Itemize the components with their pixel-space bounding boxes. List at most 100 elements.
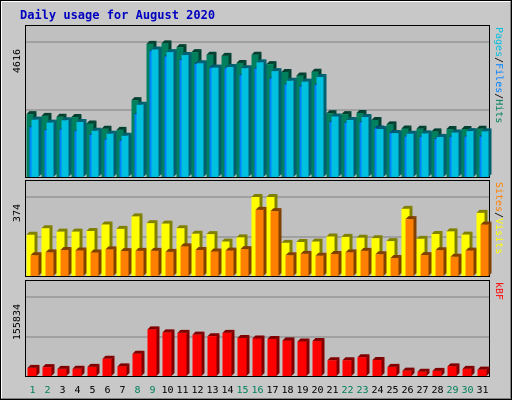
pages-bar (31, 116, 42, 177)
hits-panel-border (25, 25, 490, 178)
kbytes-bar (102, 355, 115, 376)
kbytes-legend-item: F (493, 294, 504, 300)
sites-bar (120, 248, 132, 276)
pages-bar (466, 128, 477, 177)
visits-legend-item: Sites (493, 182, 504, 212)
x-tick-label: 25 (386, 385, 398, 396)
x-tick-label: 6 (104, 385, 110, 396)
kbytes-bar (477, 366, 490, 376)
sites-bar (210, 248, 222, 276)
pages-bar (406, 130, 417, 177)
hits-legend-item: / (493, 57, 504, 63)
x-tick-label: 19 (296, 385, 308, 396)
sites-bar (420, 252, 432, 276)
pages-bar (166, 49, 177, 177)
kbytes-panel-border (25, 280, 490, 377)
kbytes-bar (417, 368, 430, 376)
kbytes-bar (432, 367, 445, 376)
x-tick-label: 29 (446, 385, 458, 396)
sites-bar (45, 249, 57, 276)
x-tick-label: 7 (119, 385, 125, 396)
x-tick-label: 20 (311, 385, 323, 396)
chart-title: Daily usage for August 2020 (20, 8, 215, 22)
kbytes-panel: 155834 kBF (12, 280, 504, 377)
visits-legend: Sites/Visits (493, 182, 504, 254)
sites-bar (435, 247, 447, 276)
sites-bar (315, 252, 327, 276)
pages-bar (136, 101, 147, 177)
panels-hits-max_label: 4616 (12, 49, 23, 73)
x-tick-label: 5 (89, 385, 95, 396)
pages-bar (226, 64, 237, 177)
sites-bar (375, 251, 387, 276)
pages-bar (361, 114, 372, 177)
kbytes-bar (462, 365, 475, 376)
x-tick-label: 16 (251, 385, 263, 396)
sites-bar (285, 252, 297, 276)
pages-bar (241, 65, 252, 177)
kbytes-bar (87, 363, 100, 376)
pages-bar (316, 73, 327, 177)
x-tick-label: 4 (74, 385, 80, 396)
x-tick-label: 24 (371, 385, 383, 396)
x-tick-label: 3 (59, 385, 65, 396)
kbytes-bar (357, 354, 370, 376)
panels-visits-max_label: 374 (12, 204, 23, 222)
pages-bar (181, 52, 192, 177)
kbytes-bar (117, 363, 130, 376)
x-tick-label: 2 (44, 385, 50, 396)
x-tick-label: 28 (431, 385, 443, 396)
pages-bar (76, 119, 87, 177)
sites-bar (180, 243, 192, 276)
x-tick-label: 26 (401, 385, 413, 396)
x-axis-day-labels: 1 2 3 4 5 6 7 8 9 10 11 12 13 14 15 16 17 18 19 20 21 22 23 24 2… (29, 385, 488, 396)
sites-bar (240, 246, 252, 276)
pages-bar (451, 129, 462, 177)
kbytes-bar (327, 357, 340, 376)
kbytes-bar (177, 329, 190, 376)
pages-bar (196, 60, 207, 178)
kbytes-bar (297, 338, 310, 376)
sites-bar (225, 247, 237, 276)
x-tick-label: 23 (356, 385, 368, 396)
pages-bar (346, 116, 357, 177)
kbytes-bar (207, 333, 220, 376)
x-tick-label: 30 (461, 385, 473, 396)
pages-bar (106, 130, 117, 177)
sites-bar (135, 247, 147, 276)
sites-bar (360, 247, 372, 276)
sites-bar (195, 247, 207, 276)
pages-bar (286, 77, 297, 177)
pages-bar (271, 68, 282, 177)
sites-bar (390, 255, 402, 276)
sites-bar (150, 247, 162, 276)
x-tick-label: 17 (266, 385, 278, 396)
sites-bar (90, 249, 102, 276)
panels-kbytes-max_label: 155834 (12, 304, 23, 340)
sites-bar (30, 252, 42, 276)
x-tick-label: 1 (29, 385, 35, 396)
x-tick-label: 13 (206, 385, 218, 396)
hits-legend-item: / (493, 93, 504, 99)
x-tick-label: 21 (326, 385, 338, 396)
kbytes-bar (387, 363, 400, 376)
kbytes-bar (237, 334, 250, 376)
sites-bar (105, 246, 117, 276)
sites-bar (405, 216, 417, 276)
pages-bar (46, 119, 57, 177)
kbytes-bar (57, 365, 70, 376)
kbytes-bar (72, 365, 85, 376)
kbytes-bar (267, 335, 280, 376)
pages-bar (121, 132, 132, 177)
pages-bar (301, 78, 312, 177)
visits-legend-item: / (493, 212, 504, 218)
kbytes-legend-item: kB (493, 282, 504, 294)
hits-legend-item: Hits (493, 99, 504, 123)
x-tick-label: 18 (281, 385, 293, 396)
pages-bar (256, 59, 267, 177)
kbytes-bar (252, 335, 265, 376)
